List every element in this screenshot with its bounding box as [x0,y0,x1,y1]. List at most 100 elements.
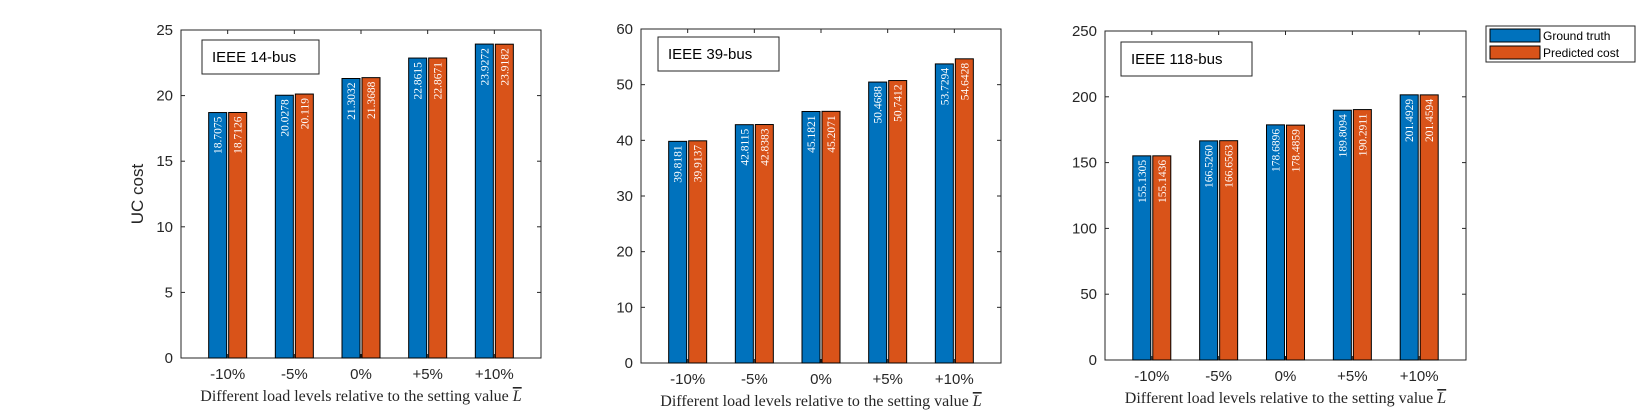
bar-ground-truth [1332,109,1352,361]
y-tick-label: 10 [156,219,173,236]
y-axis-label: UC cost [128,164,147,225]
bar-ground-truth [1266,124,1285,361]
x-tick-label: -10% [1134,368,1169,385]
legend-swatch-predicted-cost [1489,45,1541,60]
bar-ground-truth [734,124,754,364]
x-tick-label: 0% [810,371,832,388]
bar-value-label: 39.8181 [673,145,685,183]
legend: Ground truth Predicted cost [1485,25,1636,63]
bar-value-label: 166.5260 [1204,145,1216,188]
y-tick-label: 10 [616,299,633,316]
bar-ground-truth [274,94,294,359]
x-axis-label-text: Different load levels relative to the se… [200,388,512,405]
x-axis-label: Different load levels relative to the se… [1125,390,1446,407]
bar-ground-truth [801,110,821,364]
bar-value-label: 54.6428 [959,63,971,101]
bar-predicted-cost [1286,124,1305,361]
bar-predicted-cost [821,110,841,364]
bar-ground-truth [868,81,888,364]
panel-title: IEEE 39-bus [668,46,752,63]
y-tick-label: 0 [1089,352,1097,369]
bar-predicted-cost [494,43,514,359]
bar-ground-truth [1199,140,1219,361]
y-tick-label: 60 [616,21,633,38]
x-tick-label: +5% [1337,368,1367,385]
bar-value-label: 21.3032 [346,82,358,120]
bar-value-label: 53.7294 [939,68,951,106]
bar-value-label: 45.2071 [826,115,838,153]
bar-predicted-cost [688,140,708,364]
bar-ground-truth [668,140,688,364]
y-tick-label: 150 [1072,155,1097,172]
legend-label-ground-truth: Ground truth [1543,29,1610,43]
y-tick-label: 25 [156,22,173,39]
bar-value-label: 201.4594 [1424,99,1436,142]
chart-panel-2: 0 10 20 30 40 50 60 -10% -5% 0% +5% +10% 39.8181 42.8… [616,21,1002,410]
x-axis-label-text: Different load levels relative to the se… [1125,390,1437,407]
bar-predicted-cost [228,111,248,359]
bar-value-label: 45.1821 [806,115,818,153]
bar-predicted-cost [954,58,974,364]
bar-ground-truth [208,112,228,359]
x-tick-label: +10% [935,371,974,388]
bar-value-label: 21.3688 [366,81,378,119]
bar-value-label: 42.8383 [759,128,771,166]
panel-title: IEEE 14-bus [212,49,296,66]
bar-value-label: 178.6896 [1271,129,1283,172]
bar-value-label: 23.9182 [499,48,511,86]
x-axis-label: Different load levels relative to the se… [660,393,981,410]
bar-value-label: 155.1436 [1157,160,1169,203]
bar-value-label: 166.6563 [1224,144,1236,187]
bar-ground-truth [1399,94,1419,361]
bar-value-label: 201.4929 [1404,99,1416,142]
bar-value-label: 189.8094 [1337,114,1349,157]
bar-ground-truth [408,57,428,359]
x-axis-label-symbol: L [972,393,982,410]
bar-value-label: 18.7126 [233,116,245,154]
bar-value-label: 18.7075 [213,116,225,154]
bar-predicted-cost [428,57,448,359]
panel-title-box [1120,41,1253,77]
y-tick-label: 20 [156,88,173,105]
bar-predicted-cost [1419,94,1439,361]
bar-ground-truth [341,78,361,359]
bar-value-label: 20.119 [299,98,311,129]
x-tick-label: -10% [670,371,705,388]
x-tick-label: -5% [741,371,768,388]
x-tick-label: +5% [412,366,442,383]
bar-ground-truth [474,43,494,359]
x-axis-label-symbol: L [1436,390,1446,407]
x-axis-label: Different load levels relative to the se… [200,388,521,405]
chart-panel-3: 0 50 100 150 200 250 -10% -5% 0% +5% +10% 155.1305 1… [1072,23,1467,407]
y-tick-label: 250 [1072,23,1097,40]
y-tick-label: 5 [165,284,173,301]
x-tick-label: +10% [1400,368,1439,385]
bar-value-label: 190.2911 [1357,113,1369,156]
x-tick-label: 0% [350,366,372,383]
bar-value-label: 42.8115 [739,128,751,165]
bar-predicted-cost [1152,155,1172,361]
bar-predicted-cost [294,93,314,359]
bar-value-label: 22.8671 [433,62,445,100]
bar-predicted-cost [754,124,774,364]
x-tick-label: -5% [281,366,308,383]
y-tick-label: 200 [1072,89,1097,106]
bar-value-label: 23.9272 [479,48,491,86]
y-tick-label: 50 [1080,286,1097,303]
bar-value-label: 50.4688 [873,86,885,124]
x-tick-label: 0% [1275,368,1297,385]
bar-ground-truth [1132,155,1152,361]
bar-value-label: 22.8615 [413,62,425,100]
x-tick-label: -5% [1205,368,1232,385]
bar-predicted-cost [361,77,381,359]
bar-value-label: 39.9137 [693,145,705,183]
panel-title-box [201,39,320,75]
x-tick-label: +10% [475,366,514,383]
y-tick-label: 0 [165,350,173,367]
y-tick-label: 100 [1072,220,1097,237]
y-tick-label: 15 [156,153,173,170]
y-tick-label: 20 [616,244,633,261]
bar-predicted-cost [1219,140,1239,361]
y-tick-label: 0 [625,355,633,372]
